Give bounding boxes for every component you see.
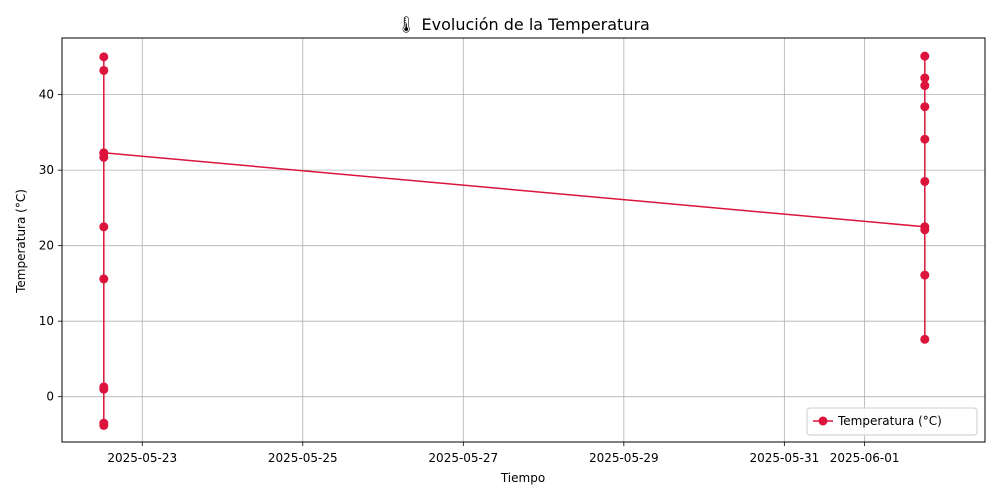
x-axis: 2025-05-23 2025-05-25 2025-05-27 2025-05-29… xyxy=(107,442,899,465)
data-point xyxy=(920,102,930,112)
data-point xyxy=(99,420,109,430)
data-point xyxy=(99,52,109,62)
series-layer xyxy=(99,51,930,430)
x-tick-label: 2025-05-27 xyxy=(428,451,498,465)
y-tick-label: 30 xyxy=(39,163,54,177)
data-point xyxy=(99,148,109,158)
grid-lines xyxy=(62,38,985,442)
plot-frame xyxy=(61,37,986,443)
y-axis-label: Temperatura (°C) xyxy=(14,189,28,294)
data-point xyxy=(920,51,930,61)
x-tick-label: 2025-06-01 xyxy=(830,451,900,465)
chart-title: 🌡 Evolución de la Temperatura xyxy=(396,15,650,34)
legend-label: Temperatura (°C) xyxy=(837,414,942,428)
legend-box xyxy=(806,407,978,436)
data-point xyxy=(920,225,930,235)
data-point xyxy=(99,222,109,232)
data-point xyxy=(920,176,930,186)
x-tick-label: 2025-05-25 xyxy=(268,451,338,465)
y-tick-label: 10 xyxy=(39,314,54,328)
series-line xyxy=(103,56,926,427)
y-axis: 0 10 20 30 40 xyxy=(39,88,62,404)
data-point xyxy=(920,134,930,144)
data-point xyxy=(920,81,930,91)
x-tick-label: 2025-05-29 xyxy=(589,451,659,465)
data-point xyxy=(920,270,930,280)
y-tick-label: 40 xyxy=(39,88,54,102)
legend-marker-swatch xyxy=(818,416,828,426)
data-point xyxy=(99,65,109,75)
y-tick-label: 20 xyxy=(39,239,54,253)
data-point xyxy=(99,274,109,284)
data-point xyxy=(920,334,930,344)
y-tick-label: 0 xyxy=(46,390,54,404)
x-tick-label: 2025-05-31 xyxy=(749,451,819,465)
data-point xyxy=(99,382,109,392)
data-point xyxy=(920,73,930,83)
legend: Temperatura (°C) xyxy=(806,407,978,436)
x-tick-label: 2025-05-23 xyxy=(107,451,177,465)
x-axis-label: Tiempo xyxy=(500,471,545,485)
